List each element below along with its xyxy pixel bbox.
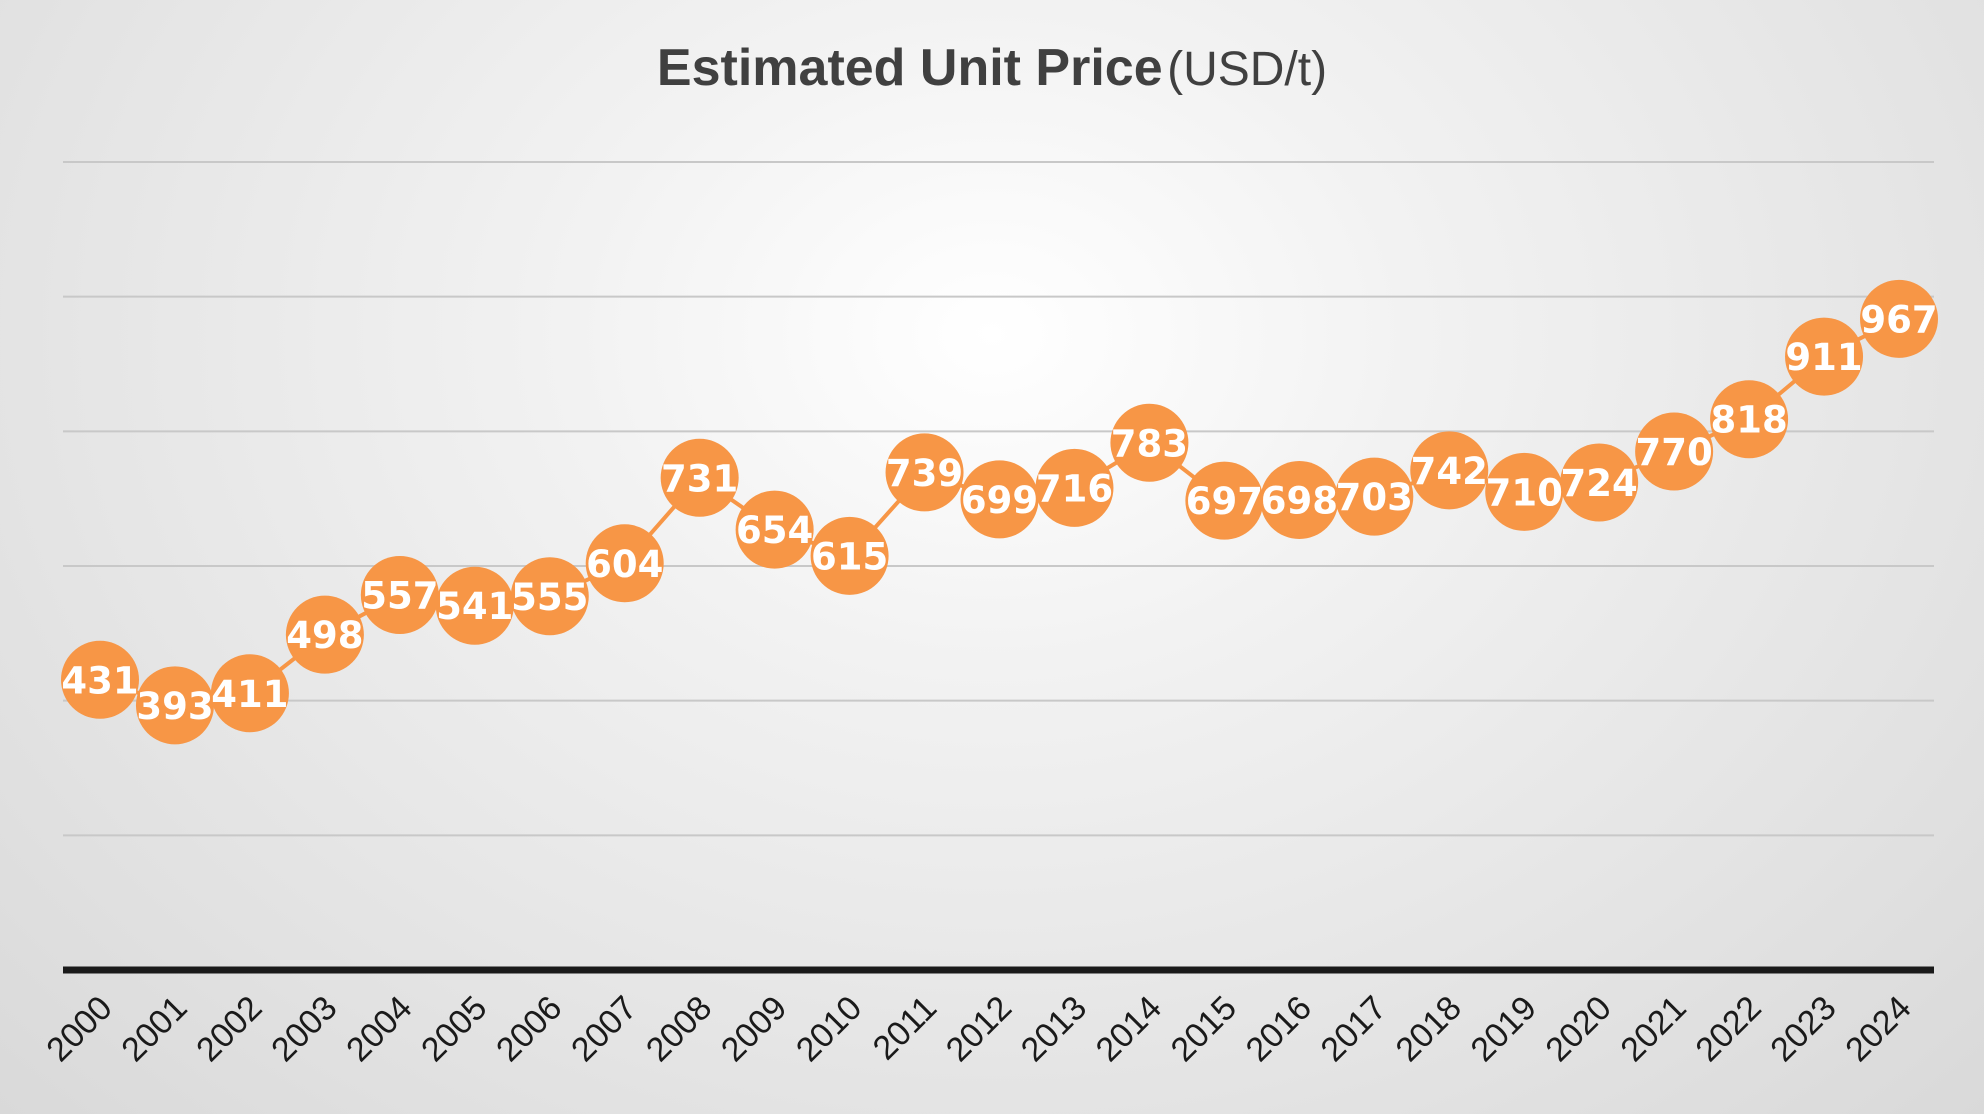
data-label-2006: 555 [511, 576, 588, 619]
x-tick-label-2018: 2018 [1389, 989, 1469, 1069]
data-point-2007 [585, 524, 664, 603]
data-label-2008: 731 [661, 457, 738, 500]
data-label-2022: 818 [1710, 399, 1787, 442]
data-label-2007: 604 [586, 543, 663, 586]
data-label-2014: 783 [1111, 422, 1188, 465]
data-label-2013: 716 [1036, 467, 1113, 510]
data-point-2005 [435, 566, 514, 645]
data-label-2003: 498 [286, 614, 363, 657]
data-label-2002: 411 [211, 673, 288, 716]
x-tick-label-2011: 2011 [866, 989, 945, 1068]
x-tick-label-2001: 2001 [114, 989, 194, 1069]
data-label-2017: 703 [1336, 476, 1413, 519]
data-label-2012: 699 [961, 479, 1038, 522]
x-tick-label-2000: 2000 [39, 989, 119, 1069]
x-tick-label-2012: 2012 [939, 989, 1019, 1069]
x-tick-label-2019: 2019 [1464, 989, 1544, 1069]
x-tick-label-2004: 2004 [339, 989, 419, 1069]
chart-title: Estimated Unit Price (USD/t) [0, 38, 1984, 98]
data-point-2019 [1485, 452, 1564, 531]
x-tick-label-2007: 2007 [564, 989, 644, 1069]
x-tick-label-2015: 2015 [1164, 989, 1244, 1069]
data-point-2015 [1185, 461, 1264, 540]
data-label-2019: 710 [1486, 471, 1563, 514]
data-label-2004: 557 [361, 574, 438, 617]
data-point-2020 [1560, 443, 1639, 522]
data-point-2017 [1335, 457, 1414, 536]
chart-title-unit: (USD/t) [1167, 43, 1328, 96]
data-point-2000 [61, 640, 139, 719]
data-label-2021: 770 [1636, 431, 1713, 474]
data-point-2024 [1860, 279, 1938, 358]
x-tick-label-2021: 2021 [1613, 989, 1693, 1069]
chart-title-main: Estimated Unit Price [656, 39, 1163, 97]
data-label-2016: 698 [1261, 480, 1338, 523]
data-point-2001 [135, 666, 214, 745]
x-tick-label-2014: 2014 [1089, 989, 1169, 1069]
data-point-2022 [1710, 380, 1789, 459]
data-point-2009 [735, 490, 814, 569]
gridlines [63, 161, 1934, 837]
x-tick-label-2006: 2006 [489, 989, 569, 1069]
data-label-2024: 967 [1860, 298, 1937, 341]
data-point-2014 [1110, 403, 1189, 482]
x-tick-label-2002: 2002 [189, 989, 269, 1069]
data-label-2000: 431 [61, 659, 138, 702]
data-point-2023 [1785, 317, 1864, 396]
data-label-2005: 541 [436, 585, 513, 628]
data-label-2015: 697 [1186, 480, 1263, 523]
x-tick-label-2003: 2003 [264, 989, 344, 1069]
data-label-2011: 739 [886, 452, 963, 495]
data-point-2016 [1260, 461, 1339, 540]
data-label-2018: 742 [1411, 450, 1488, 493]
data-point-2012 [960, 460, 1039, 539]
data-point-2010 [810, 516, 889, 595]
x-tick-label-2022: 2022 [1688, 989, 1768, 1069]
data-point-2011 [885, 433, 964, 512]
x-tick-label-2010: 2010 [789, 989, 869, 1069]
x-tick-label-2008: 2008 [639, 989, 719, 1069]
x-tick-labels: 2000200120022003200420052006200720082009… [39, 989, 1918, 1069]
x-tick-label-2013: 2013 [1014, 989, 1094, 1069]
data-point-2013 [1035, 448, 1114, 527]
data-label-2001: 393 [136, 685, 213, 728]
series: 4313934114985575415556047316546157396997… [61, 279, 1938, 745]
data-point-2003 [285, 595, 364, 674]
data-point-2006 [510, 557, 589, 636]
x-tick-label-2017: 2017 [1314, 989, 1394, 1069]
x-tick-label-2024: 2024 [1838, 989, 1918, 1069]
data-label-2020: 724 [1561, 462, 1638, 505]
data-point-2002 [210, 654, 289, 733]
data-label-2023: 911 [1785, 336, 1862, 379]
data-label-2009: 654 [736, 509, 813, 552]
data-point-2018 [1410, 431, 1489, 510]
x-tick-label-2009: 2009 [714, 989, 794, 1069]
x-tick-label-2016: 2016 [1239, 989, 1319, 1069]
data-point-2008 [660, 438, 739, 517]
x-tick-label-2005: 2005 [414, 989, 494, 1069]
data-label-2010: 615 [811, 535, 888, 578]
x-tick-label-2023: 2023 [1763, 989, 1843, 1069]
data-point-2021 [1635, 412, 1714, 491]
x-tick-label-2020: 2020 [1538, 989, 1618, 1069]
data-point-2004 [360, 555, 439, 634]
